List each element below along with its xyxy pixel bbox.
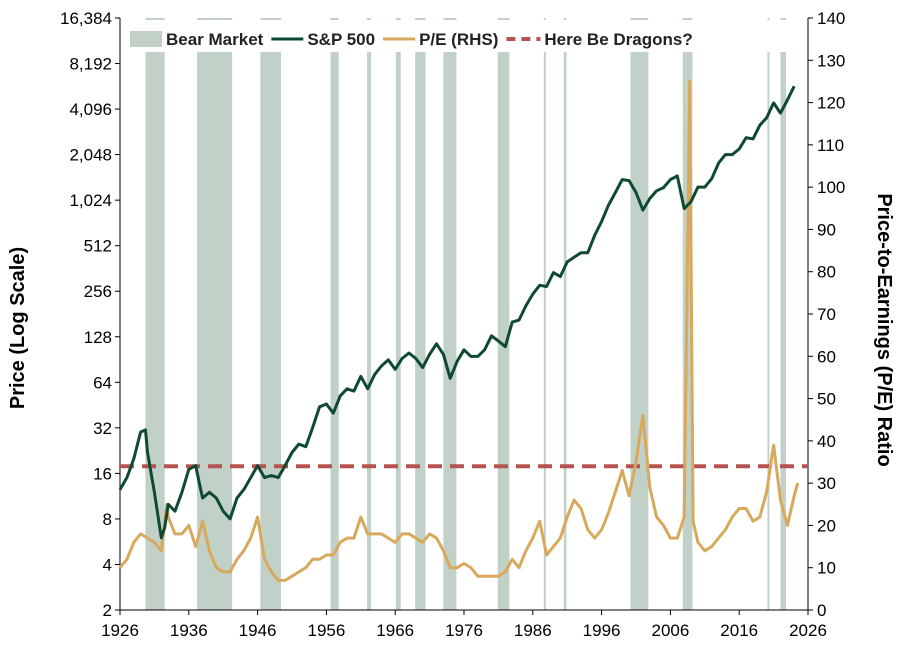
bear-market-band	[543, 18, 546, 610]
bear-market-band	[145, 18, 165, 610]
right-tick-label: 30	[817, 474, 836, 493]
pe-ratio-line	[118, 79, 800, 582]
x-tick-label: 2016	[720, 621, 758, 640]
right-axis-title: Price-to-Earnings (P/E) Ratio	[873, 193, 895, 466]
left-tick-label: 4,096	[69, 100, 112, 119]
x-tick-label: 1966	[376, 621, 414, 640]
bear-market-band	[563, 18, 567, 610]
right-tick-label: 140	[817, 9, 845, 28]
x-tick-label: 2026	[789, 621, 827, 640]
left-tick-label: 2	[103, 601, 112, 620]
left-tick-label: 32	[93, 419, 112, 438]
right-tick-label: 90	[817, 220, 836, 239]
legend-swatch-bear-market	[130, 31, 162, 47]
legend-label: Bear Market	[166, 30, 264, 49]
legend-label: Here Be Dragons?	[544, 30, 692, 49]
bear-market-band	[780, 18, 786, 610]
bear-market-band	[415, 18, 426, 610]
x-tick-label: 1936	[170, 621, 208, 640]
legend-background	[122, 20, 806, 52]
bear-market-band	[497, 18, 510, 610]
right-tick-label: 0	[817, 601, 826, 620]
left-tick-label: 8	[103, 510, 112, 529]
bear-market-band	[260, 18, 281, 610]
right-tick-label: 110	[817, 136, 844, 155]
left-tick-label: 16,384	[60, 9, 112, 28]
left-tick-label: 128	[84, 328, 112, 347]
x-tick-label: 1926	[101, 621, 139, 640]
bear-market-band	[366, 18, 372, 610]
right-tick-label: 60	[817, 347, 836, 366]
right-tick-label: 70	[817, 305, 836, 324]
bear-market-band	[443, 18, 457, 610]
sp500-line	[118, 85, 796, 540]
bear-market-band	[767, 18, 770, 610]
right-tick-label: 130	[817, 51, 845, 70]
x-tick-label: 1946	[239, 621, 277, 640]
left-axis-title: Price (Log Scale)	[7, 247, 29, 409]
bear-market-bands	[145, 18, 786, 610]
right-tick-label: 80	[817, 263, 836, 282]
right-tick-label: 100	[817, 178, 845, 197]
x-tick-label: 1976	[445, 621, 483, 640]
bear-market-band	[197, 18, 233, 610]
left-tick-label: 1,024	[69, 191, 112, 210]
right-tick-label: 40	[817, 432, 836, 451]
right-tick-label: 20	[817, 516, 836, 535]
x-tick-label: 1986	[514, 621, 552, 640]
legend: Bear Market S&P 500 P/E (RHS) Here Be Drago…	[122, 20, 806, 52]
left-tick-label: 8,192	[69, 55, 112, 74]
left-tick-label: 64	[93, 373, 112, 392]
x-tick-label: 2006	[651, 621, 689, 640]
left-tick-label: 2,048	[69, 146, 112, 165]
legend-label: S&P 500	[307, 30, 375, 49]
series-lines	[118, 79, 808, 582]
x-axis-ticks: 1926 1936 1946 1956 1966 1976 1986 1996 2006 2016…	[101, 610, 827, 640]
x-tick-label: 1956	[307, 621, 345, 640]
legend-label: P/E (RHS)	[419, 30, 498, 49]
left-axis-ticks: 16,384 8,192 4,096 2,048 1,024 512 256 128 64 32 1…	[60, 9, 120, 620]
left-tick-label: 4	[103, 555, 112, 574]
bear-market-band	[395, 18, 401, 610]
left-tick-label: 256	[84, 282, 112, 301]
x-tick-label: 1996	[583, 621, 621, 640]
bear-market-band	[330, 18, 339, 610]
right-tick-label: 50	[817, 390, 836, 409]
left-tick-label: 512	[84, 237, 112, 256]
bear-market-band	[630, 18, 649, 610]
right-tick-label: 120	[817, 94, 845, 113]
right-tick-label: 10	[817, 559, 836, 578]
left-tick-label: 16	[93, 464, 112, 483]
